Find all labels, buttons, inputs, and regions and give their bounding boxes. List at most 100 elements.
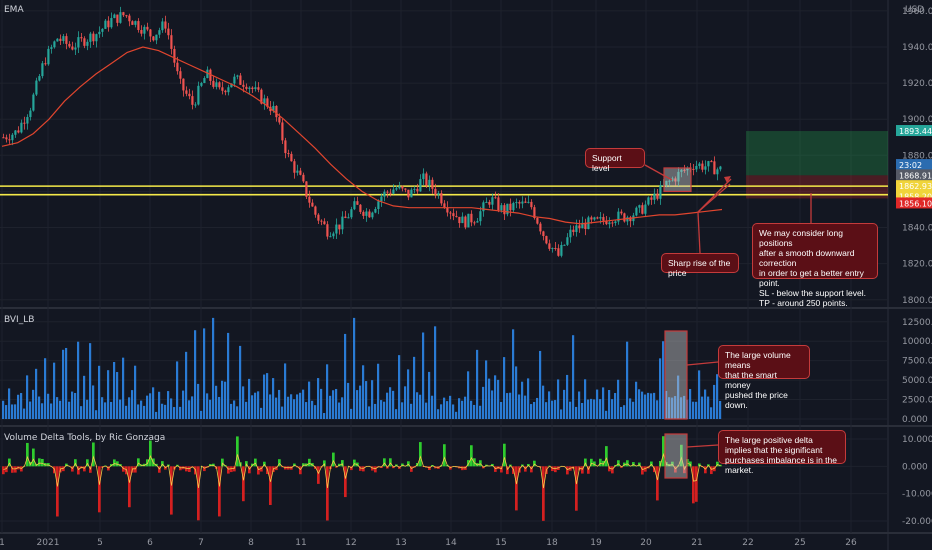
volume-bar	[443, 397, 446, 419]
volume-bar	[503, 357, 506, 419]
candle-body	[224, 90, 227, 93]
delta-bar	[107, 466, 110, 471]
candle-body	[296, 170, 299, 173]
volume-bar	[572, 335, 575, 419]
delta-bar	[632, 462, 635, 467]
volume-pane-title: BVI_LB	[4, 315, 34, 325]
candle-body	[140, 29, 143, 34]
delta-bar	[77, 466, 80, 475]
candle-body	[434, 188, 437, 195]
candle-body	[647, 197, 650, 205]
price-tick-label: 1940.000	[902, 43, 932, 53]
x-tick-label: 18	[546, 538, 558, 548]
candle-body	[17, 130, 20, 133]
candle-body	[200, 82, 203, 86]
volume-bar	[353, 317, 356, 419]
annotation-large-volume: The large volume means that the smart mo…	[718, 345, 810, 410]
volume-bar	[485, 360, 488, 419]
volume-bar	[209, 399, 212, 419]
volume-bar	[689, 389, 692, 419]
candle-body	[383, 191, 386, 197]
volume-bar	[404, 386, 407, 419]
delta-bar	[278, 459, 281, 467]
candle-body	[107, 20, 110, 28]
delta-bar	[89, 466, 92, 473]
volume-bar	[584, 379, 587, 419]
annotation-position-line-5: TP - around 250 points.	[759, 298, 848, 308]
volume-bar	[566, 374, 569, 419]
candle-body	[668, 180, 671, 182]
candle-body	[293, 161, 296, 173]
delta-bar	[662, 436, 665, 467]
delta-bar	[680, 444, 683, 467]
volume-bar	[434, 326, 437, 419]
price-tag	[896, 169, 932, 181]
volume-bar	[236, 406, 239, 419]
volume-bar	[407, 369, 410, 419]
candle-body	[443, 203, 446, 208]
volume-bar	[575, 406, 578, 419]
volume-bar	[683, 395, 686, 419]
volume-bar	[494, 375, 497, 419]
candle-body	[347, 217, 350, 219]
candle-body	[137, 21, 140, 30]
candle-body	[233, 76, 236, 84]
candle-body	[596, 217, 599, 219]
candle-body	[230, 83, 233, 88]
delta-bar	[581, 466, 584, 474]
annotation-position-line-4: SL - below the support level.	[759, 288, 866, 298]
candle-body	[332, 233, 335, 237]
volume-bar	[32, 389, 35, 419]
annotation-delta-line-3: purchases imbalance is in the market.	[725, 455, 837, 475]
annotation-volume-line-3: pushed the price down.	[725, 390, 788, 410]
candle-body	[143, 26, 146, 34]
x-tick-label: 8	[248, 538, 254, 548]
candle-body	[680, 169, 683, 172]
candle-body	[566, 237, 569, 245]
volume-bar	[671, 397, 674, 419]
delta-bar	[263, 461, 266, 467]
annotation-positive-delta: The large positive delta implies that th…	[718, 430, 846, 475]
volume-bar	[308, 381, 311, 419]
volume-bar	[2, 400, 5, 419]
volume-bar	[194, 330, 197, 419]
delta-pane-title: Volume Delta Tools, by Ric Gonzaga	[4, 433, 165, 443]
delta-bar	[38, 458, 41, 467]
delta-bar	[248, 466, 251, 474]
candle-body	[404, 188, 407, 190]
delta-bar	[116, 461, 119, 467]
volume-bar	[518, 394, 521, 419]
delta-bar	[137, 458, 140, 467]
volume-bar	[425, 402, 428, 419]
arrow-sharp-rise	[697, 211, 701, 254]
volume-bar	[134, 365, 137, 419]
volume-bar	[71, 391, 74, 419]
candle-body	[572, 229, 575, 233]
candle-body	[350, 209, 353, 218]
candle-body	[389, 192, 392, 194]
delta-bar	[566, 466, 569, 475]
candle-body	[518, 202, 521, 204]
delta-bar	[479, 460, 482, 467]
volume-bar	[641, 391, 644, 419]
delta-bar	[14, 466, 17, 473]
candle-body	[101, 28, 104, 32]
candle-body	[671, 178, 674, 181]
candle-body	[665, 180, 668, 186]
volume-bar	[263, 374, 266, 419]
candle-body	[179, 71, 182, 79]
candle-body	[80, 37, 83, 39]
volume-bar	[143, 405, 146, 419]
volume-bar	[290, 394, 293, 419]
delta-bar	[83, 466, 86, 472]
delta-bar	[695, 466, 698, 502]
candle-body	[410, 189, 413, 198]
annotation-support-text: Support level	[592, 153, 622, 173]
volume-bar	[545, 402, 548, 419]
volume-bar	[272, 378, 275, 419]
delta-bar	[122, 466, 125, 472]
volume-bar	[716, 374, 719, 419]
volume-bar	[224, 381, 227, 419]
volume-bar	[197, 383, 200, 419]
volume-bar	[41, 403, 44, 419]
